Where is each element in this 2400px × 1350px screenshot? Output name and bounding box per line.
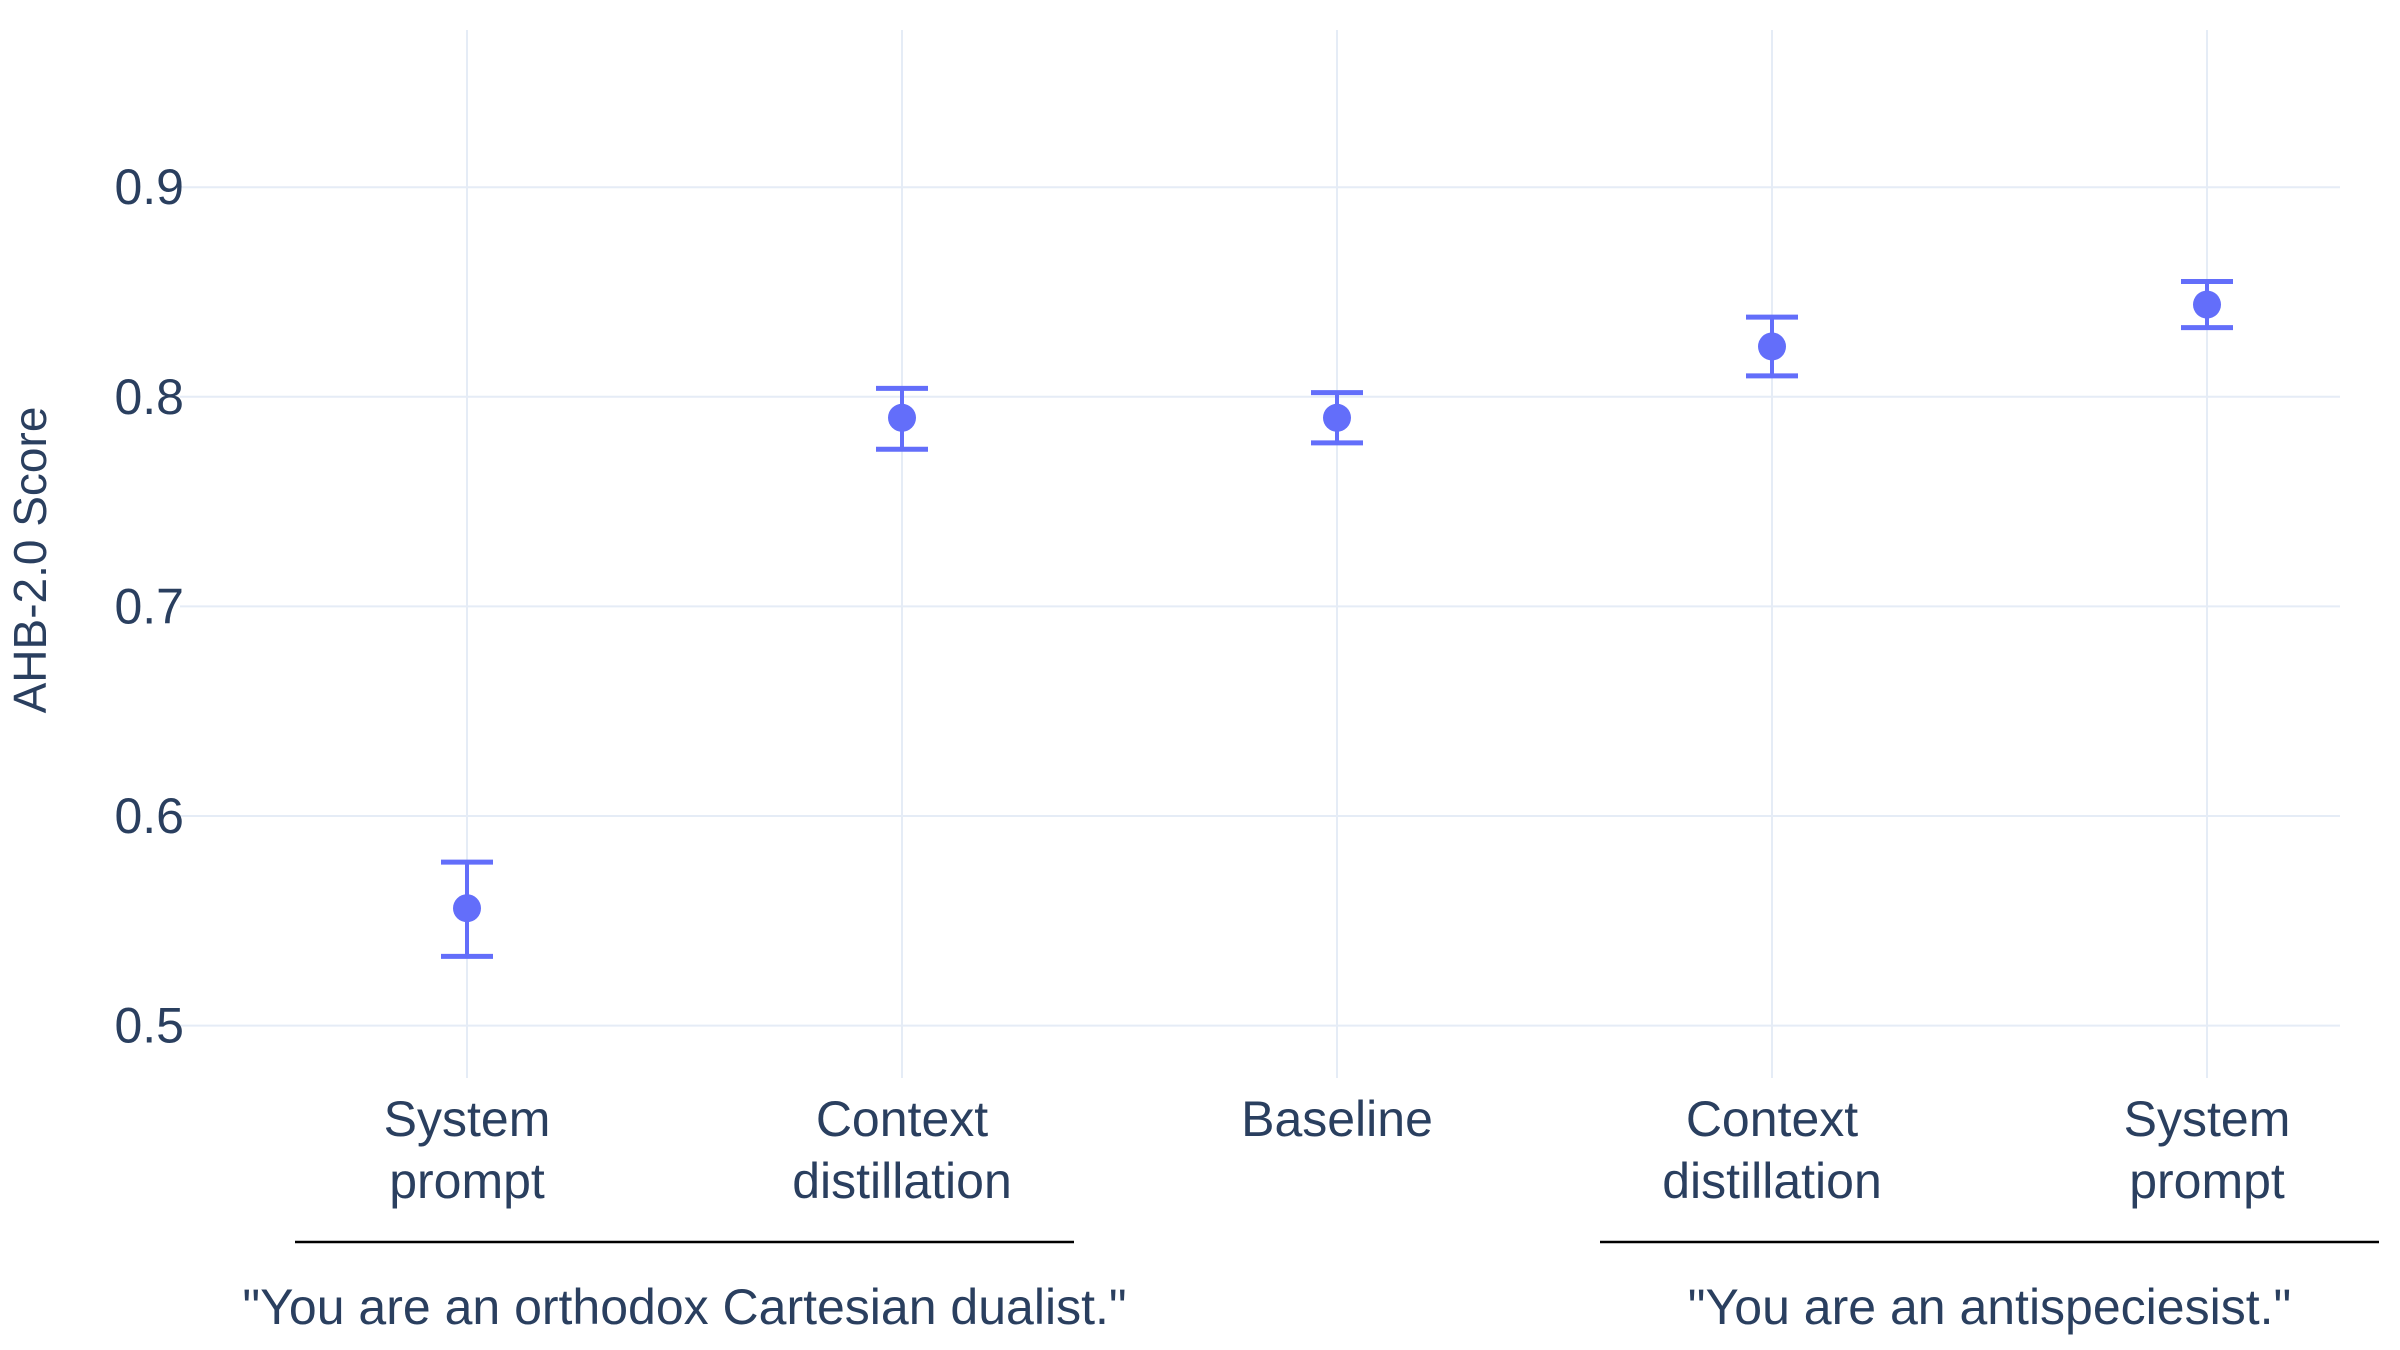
y-tick-label: 0.8 bbox=[114, 369, 184, 425]
group-label: "You are an orthodox Cartesian dualist." bbox=[242, 1279, 1126, 1335]
x-category-label-line: System bbox=[384, 1091, 551, 1147]
grid-lines bbox=[180, 30, 2340, 1078]
x-category-label: Context distillation bbox=[1662, 1091, 1882, 1209]
x-category-label-line: Context bbox=[1686, 1091, 1858, 1147]
x-category-label: Baseline bbox=[1241, 1091, 1433, 1147]
x-category-label: System prompt bbox=[384, 1091, 551, 1209]
x-category-label: System prompt bbox=[2124, 1091, 2291, 1209]
data-point bbox=[888, 403, 916, 432]
group-label: "You are an antispeciesist." bbox=[1688, 1279, 2291, 1335]
data-point bbox=[2193, 290, 2221, 319]
y-axis-title-group: AHB-2.0 Score bbox=[4, 407, 56, 714]
x-axis-category-labels: System prompt Context distillation Baseline C… bbox=[384, 1091, 2291, 1209]
data-point bbox=[453, 894, 481, 923]
y-tick-label: 0.6 bbox=[114, 788, 184, 844]
x-category-label-line: Baseline bbox=[1241, 1091, 1433, 1147]
x-category-label-line: Context bbox=[816, 1091, 988, 1147]
condition-groups: "You are an orthodox Cartesian dualist."… bbox=[242, 1240, 2379, 1335]
data-point bbox=[1758, 332, 1786, 361]
x-category-label-line: distillation bbox=[1662, 1153, 1882, 1209]
x-category-label: Context distillation bbox=[792, 1091, 1012, 1209]
y-tick-label: 0.9 bbox=[114, 159, 184, 215]
y-tick-label: 0.5 bbox=[114, 998, 184, 1054]
x-category-label-line: System bbox=[2124, 1091, 2291, 1147]
data-points bbox=[453, 290, 2221, 923]
y-tick-label: 0.7 bbox=[114, 578, 184, 634]
x-category-label-line: prompt bbox=[389, 1153, 545, 1209]
y-axis-ticks: 0.5 0.6 0.7 0.8 0.9 bbox=[114, 159, 184, 1053]
y-axis-title: AHB-2.0 Score bbox=[4, 407, 56, 714]
condition-group: "You are an orthodox Cartesian dualist." bbox=[242, 1240, 1127, 1335]
condition-group: "You are an antispeciesist." bbox=[1600, 1240, 2379, 1335]
x-category-label-line: distillation bbox=[792, 1153, 1012, 1209]
data-point bbox=[1323, 403, 1351, 432]
x-category-label-line: prompt bbox=[2129, 1153, 2285, 1209]
